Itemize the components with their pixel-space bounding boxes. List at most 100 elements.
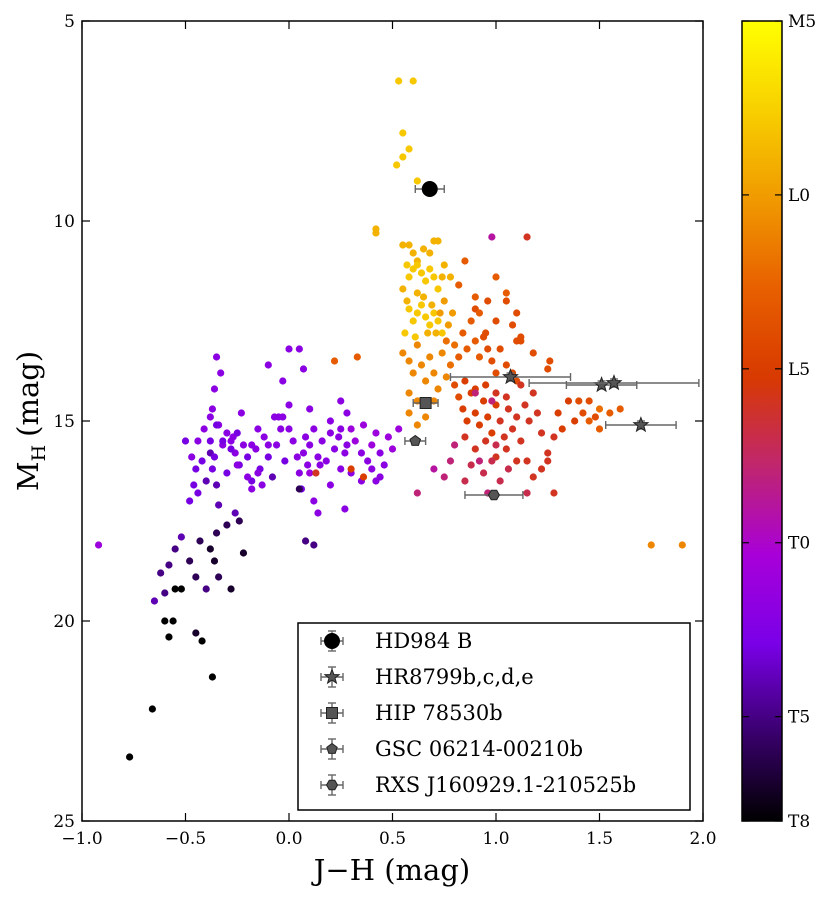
legend-marker-star xyxy=(323,668,341,685)
data-point xyxy=(235,517,243,525)
data-point xyxy=(337,397,345,405)
data-point xyxy=(299,365,308,373)
data-point xyxy=(459,405,467,413)
data-point xyxy=(405,409,413,417)
data-point xyxy=(467,317,475,325)
data-point xyxy=(479,397,488,405)
data-point xyxy=(330,357,339,365)
data-point xyxy=(405,145,413,153)
data-point xyxy=(500,433,508,441)
data-point xyxy=(463,345,471,353)
data-point xyxy=(248,441,256,449)
data-point xyxy=(475,421,484,429)
data-point xyxy=(434,237,442,245)
data-point xyxy=(268,473,277,481)
data-point xyxy=(426,265,434,273)
data-point xyxy=(496,477,504,485)
data-point xyxy=(426,321,434,329)
data-point xyxy=(409,317,417,325)
data-point xyxy=(438,273,446,281)
data-point xyxy=(484,345,492,353)
data-point xyxy=(482,437,490,445)
data-point xyxy=(285,401,293,409)
data-point xyxy=(422,277,430,285)
data-point xyxy=(177,533,185,541)
y-axis-title-sub: H xyxy=(28,445,50,462)
data-point xyxy=(442,373,450,381)
data-point xyxy=(212,353,221,361)
data-point xyxy=(376,449,384,457)
data-point xyxy=(405,357,413,365)
x-tick-label: −0.5 xyxy=(165,829,206,849)
data-point xyxy=(430,273,438,281)
data-point xyxy=(312,469,320,477)
data-point xyxy=(264,441,272,449)
data-point xyxy=(558,425,566,433)
data-point xyxy=(403,261,411,269)
data-point xyxy=(399,285,407,293)
data-point xyxy=(432,329,440,337)
data-point xyxy=(190,481,198,489)
data-point xyxy=(546,357,554,365)
data-point xyxy=(417,361,426,369)
data-point xyxy=(353,353,361,361)
data-point xyxy=(301,433,310,441)
data-point xyxy=(409,77,417,85)
data-point xyxy=(181,437,190,445)
data-point xyxy=(434,385,442,393)
data-point xyxy=(264,453,272,461)
data-point xyxy=(372,229,380,237)
data-point xyxy=(451,441,459,449)
legend-marker-square xyxy=(326,707,338,719)
data-point xyxy=(413,289,421,297)
data-point xyxy=(405,389,413,397)
data-point xyxy=(223,469,231,477)
data-point xyxy=(448,309,457,317)
data-point xyxy=(341,505,349,513)
data-point xyxy=(591,413,599,421)
data-point xyxy=(502,289,510,297)
data-point xyxy=(517,381,525,389)
data-point xyxy=(322,457,330,465)
data-point xyxy=(492,273,500,281)
data-point xyxy=(564,397,573,405)
data-point xyxy=(264,361,272,369)
data-point xyxy=(171,545,179,553)
data-point xyxy=(279,377,287,385)
data-point xyxy=(254,425,262,433)
data-point xyxy=(293,453,301,461)
data-point xyxy=(310,541,318,549)
legend-entry: HIP 78530b xyxy=(320,701,503,725)
data-point xyxy=(426,353,434,361)
data-point xyxy=(413,309,421,317)
legend-label: HR8799b,c,d,e xyxy=(375,665,534,689)
data-point xyxy=(523,489,531,497)
svg-text:MH(mag): MH (mag) xyxy=(11,351,50,491)
data-point xyxy=(537,465,546,473)
data-point xyxy=(399,349,407,357)
data-point xyxy=(550,433,558,441)
data-point xyxy=(343,409,351,417)
data-point xyxy=(595,405,604,413)
data-point xyxy=(419,293,428,301)
data-point xyxy=(368,441,376,449)
data-point xyxy=(219,437,227,445)
data-point xyxy=(237,409,245,417)
colorbar-tick-label: L0 xyxy=(788,186,810,206)
x-tick-label: 0.5 xyxy=(379,829,406,849)
data-point xyxy=(446,361,455,369)
data-point xyxy=(513,413,521,421)
data-point xyxy=(529,349,537,357)
data-point xyxy=(459,329,467,337)
data-point xyxy=(210,385,219,393)
data-point xyxy=(461,257,469,265)
data-point xyxy=(513,457,521,465)
data-point xyxy=(405,241,413,249)
data-point xyxy=(471,337,479,345)
data-point xyxy=(492,369,500,377)
data-point xyxy=(430,465,438,473)
data-point xyxy=(161,617,169,625)
data-point xyxy=(426,249,434,257)
data-point xyxy=(544,365,552,373)
legend-label: HIP 78530b xyxy=(375,701,503,725)
